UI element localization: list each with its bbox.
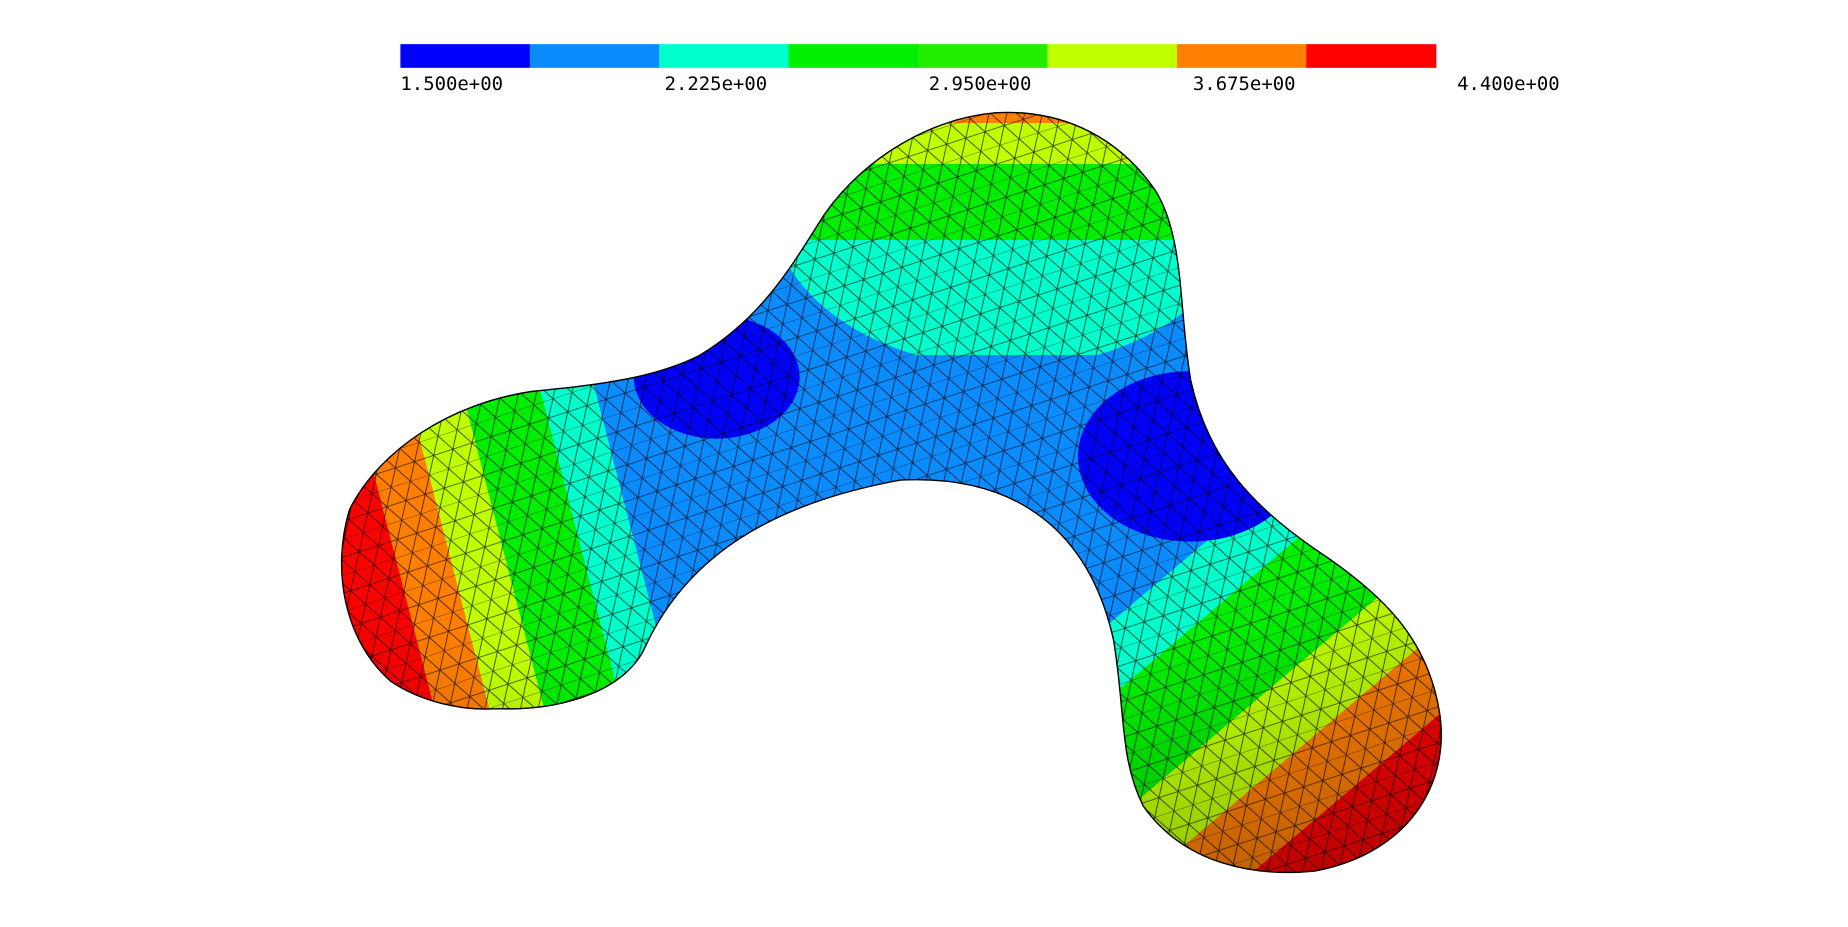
colorbar-band: [918, 44, 1049, 68]
colorbar-band: [788, 44, 919, 68]
colorbar-band: [529, 44, 660, 68]
colorbar-label: 3.675e+00: [1193, 73, 1296, 95]
colorbar-label: 2.950e+00: [929, 73, 1032, 95]
colorbar-band: [400, 44, 531, 68]
colorbar-label: 1.500e+00: [400, 73, 503, 95]
colorbar-label: 4.400e+00: [1457, 73, 1560, 95]
colorbar-band: [1306, 44, 1437, 68]
colorbar-band: [1176, 44, 1307, 68]
colorbar-label: 2.225e+00: [665, 73, 768, 95]
colorbar-band: [1047, 44, 1178, 68]
colorbar: 1.500e+00 2.225e+00 2.950e+00 3.675e+00 4.40…: [400, 44, 1560, 95]
colorbar-band: [659, 44, 790, 68]
